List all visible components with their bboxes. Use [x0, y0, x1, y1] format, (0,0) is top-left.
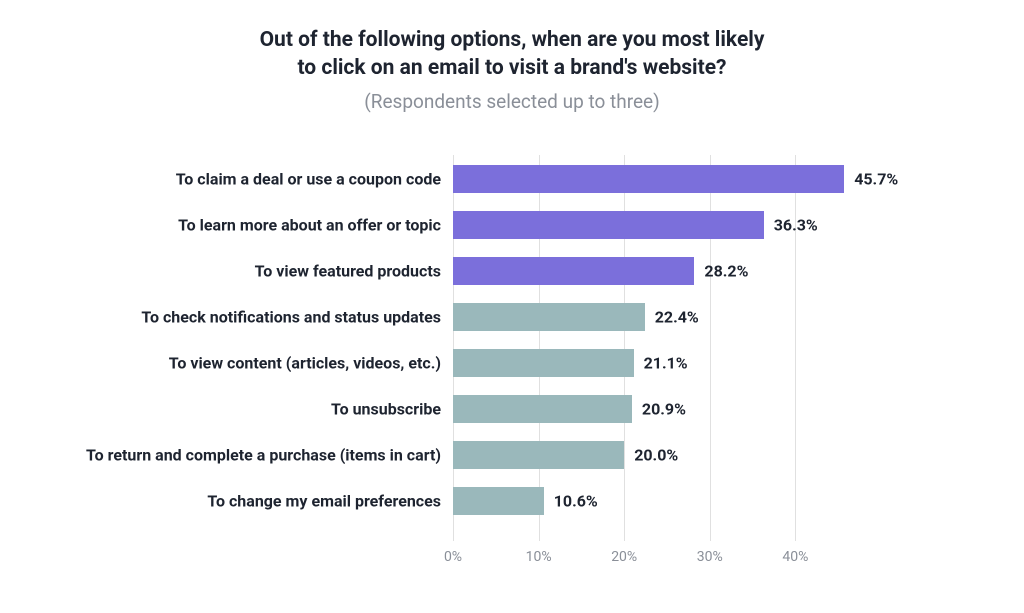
bar-label: To learn more about an offer or topic	[178, 216, 453, 235]
x-axis-tick-label: 20%	[611, 541, 637, 565]
bar-value: 20.0%	[624, 446, 678, 465]
bar	[453, 441, 624, 469]
bar-label: To return and complete a purchase (items…	[86, 446, 453, 465]
x-axis-tick-label: 10%	[526, 541, 552, 565]
x-axis-tick-label: 0%	[444, 541, 462, 565]
x-axis-tick-label: 30%	[697, 541, 723, 565]
bar-row: To learn more about an offer or topic36.…	[453, 211, 881, 239]
bar	[453, 395, 632, 423]
chart-container: Out of the following options, when are y…	[0, 0, 1024, 613]
bar-row: To claim a deal or use a coupon code45.7…	[453, 165, 881, 193]
bar	[453, 303, 645, 331]
bar-row: To unsubscribe20.9%	[453, 395, 881, 423]
bar	[453, 349, 634, 377]
bar-label: To view featured products	[255, 262, 453, 281]
bar-value: 45.7%	[844, 170, 898, 189]
bar	[453, 487, 544, 515]
bar-label: To check notifications and status update…	[141, 308, 453, 327]
bar	[453, 165, 844, 193]
x-axis-tick-label: 40%	[782, 541, 808, 565]
bar-value: 10.6%	[544, 492, 598, 511]
bar-value: 36.3%	[764, 216, 818, 235]
bar-label: To change my email preferences	[207, 492, 453, 511]
bar	[453, 257, 694, 285]
bar-label: To unsubscribe	[331, 400, 453, 419]
bar-value: 22.4%	[645, 308, 699, 327]
title-block: Out of the following options, when are y…	[0, 28, 1024, 113]
bar-value: 21.1%	[634, 354, 688, 373]
chart-title-line-2: to click on an email to visit a brand's …	[0, 56, 1024, 80]
bar-value: 20.9%	[632, 400, 686, 419]
bar-row: To view content (articles, videos, etc.)…	[453, 349, 881, 377]
bar-row: To return and complete a purchase (items…	[453, 441, 881, 469]
bar-row: To change my email preferences10.6%	[453, 487, 881, 515]
bar-row: To view featured products28.2%	[453, 257, 881, 285]
bar	[453, 211, 764, 239]
chart-subtitle: (Respondents selected up to three)	[0, 90, 1024, 113]
bar-row: To check notifications and status update…	[453, 303, 881, 331]
plot-area: 0%10%20%30%40%To claim a deal or use a c…	[453, 155, 881, 541]
bar-value: 28.2%	[694, 262, 748, 281]
bar-label: To claim a deal or use a coupon code	[176, 170, 453, 189]
chart-title-line-1: Out of the following options, when are y…	[0, 28, 1024, 52]
bar-label: To view content (articles, videos, etc.)	[169, 354, 453, 373]
